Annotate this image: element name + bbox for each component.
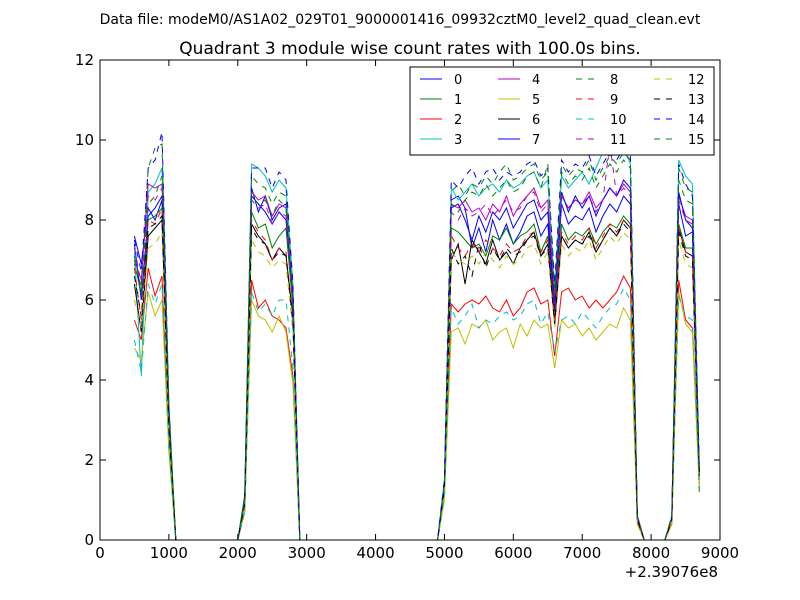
- legend-label-12: 12: [688, 73, 705, 88]
- series-line-13: [133, 214, 700, 541]
- x-tick-label: 6000: [494, 544, 532, 562]
- y-tick-label: 12: [75, 51, 94, 69]
- x-tick-label: 2000: [219, 544, 257, 562]
- chart-suptitle: Data file: modeM0/AS1A02_029T01_90000014…: [100, 12, 701, 28]
- y-tick-label: 0: [84, 531, 94, 549]
- axes: 0 1000 2000 3000 4000 5000 6000 7000 8000 9000 0 2 4…: [75, 51, 739, 562]
- y-tick-label: 4: [84, 371, 94, 389]
- legend-label-0: 0: [454, 73, 462, 88]
- legend-box: [409, 66, 715, 156]
- legend-label-13: 13: [688, 93, 705, 108]
- legend-label-1: 1: [454, 93, 462, 108]
- y-tick-label: 8: [84, 211, 94, 229]
- y-tick-label: 2: [84, 451, 94, 469]
- x-tick-label: 0: [95, 544, 105, 562]
- legend-label-14: 14: [688, 113, 705, 128]
- legend-label-6: 6: [532, 113, 540, 128]
- x-tick-label: 1000: [150, 544, 188, 562]
- legend-label-5: 5: [532, 93, 540, 108]
- legend-label-4: 4: [532, 73, 540, 88]
- x-offset-label: +2.39076e8: [625, 563, 718, 581]
- y-tick-label: 6: [84, 291, 94, 309]
- x-tick-label: 9000: [701, 544, 739, 562]
- legend-label-3: 3: [454, 133, 462, 148]
- legend-label-10: 10: [610, 113, 627, 128]
- x-tick-label: 7000: [563, 544, 601, 562]
- chart-title: Quadrant 3 module wise count rates with …: [179, 39, 640, 59]
- x-tick-label: 5000: [425, 544, 463, 562]
- legend-label-11: 11: [610, 133, 627, 148]
- x-tick-label: 3000: [288, 544, 326, 562]
- legend-label-15: 15: [688, 133, 705, 148]
- legend-label-9: 9: [610, 93, 618, 108]
- x-tick-label: 8000: [632, 544, 670, 562]
- legend-label-8: 8: [610, 73, 618, 88]
- x-tick-label: 4000: [356, 544, 394, 562]
- y-tick-label: 10: [75, 131, 94, 149]
- legend-label-7: 7: [532, 133, 540, 148]
- legend-label-2: 2: [454, 113, 462, 128]
